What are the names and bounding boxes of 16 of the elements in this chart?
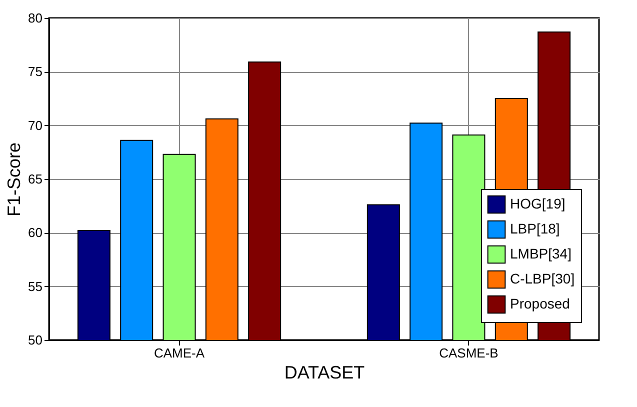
y-tick-label: 70 xyxy=(28,118,42,133)
y-tick-label: 80 xyxy=(28,10,42,26)
x-axis-title: DATASET xyxy=(284,362,365,382)
y-tick-label: 60 xyxy=(28,225,42,240)
y-tick-label: 75 xyxy=(28,64,42,80)
legend-label: Proposed xyxy=(510,296,570,312)
y-axis-title: F1-Score xyxy=(4,142,24,217)
x-tick-label: CAME-A xyxy=(154,346,205,360)
x-tick-label: CASME-B xyxy=(439,346,498,360)
legend-label: LBP[18] xyxy=(510,220,560,236)
legend-label: LMBP[34] xyxy=(510,246,572,262)
y-tick-label: 50 xyxy=(28,332,42,348)
legend-label: HOG[19] xyxy=(510,196,566,212)
legend-label: C-LBP[30] xyxy=(510,270,575,286)
y-tick-label: 65 xyxy=(28,172,42,186)
y-tick-label: 55 xyxy=(28,278,42,294)
